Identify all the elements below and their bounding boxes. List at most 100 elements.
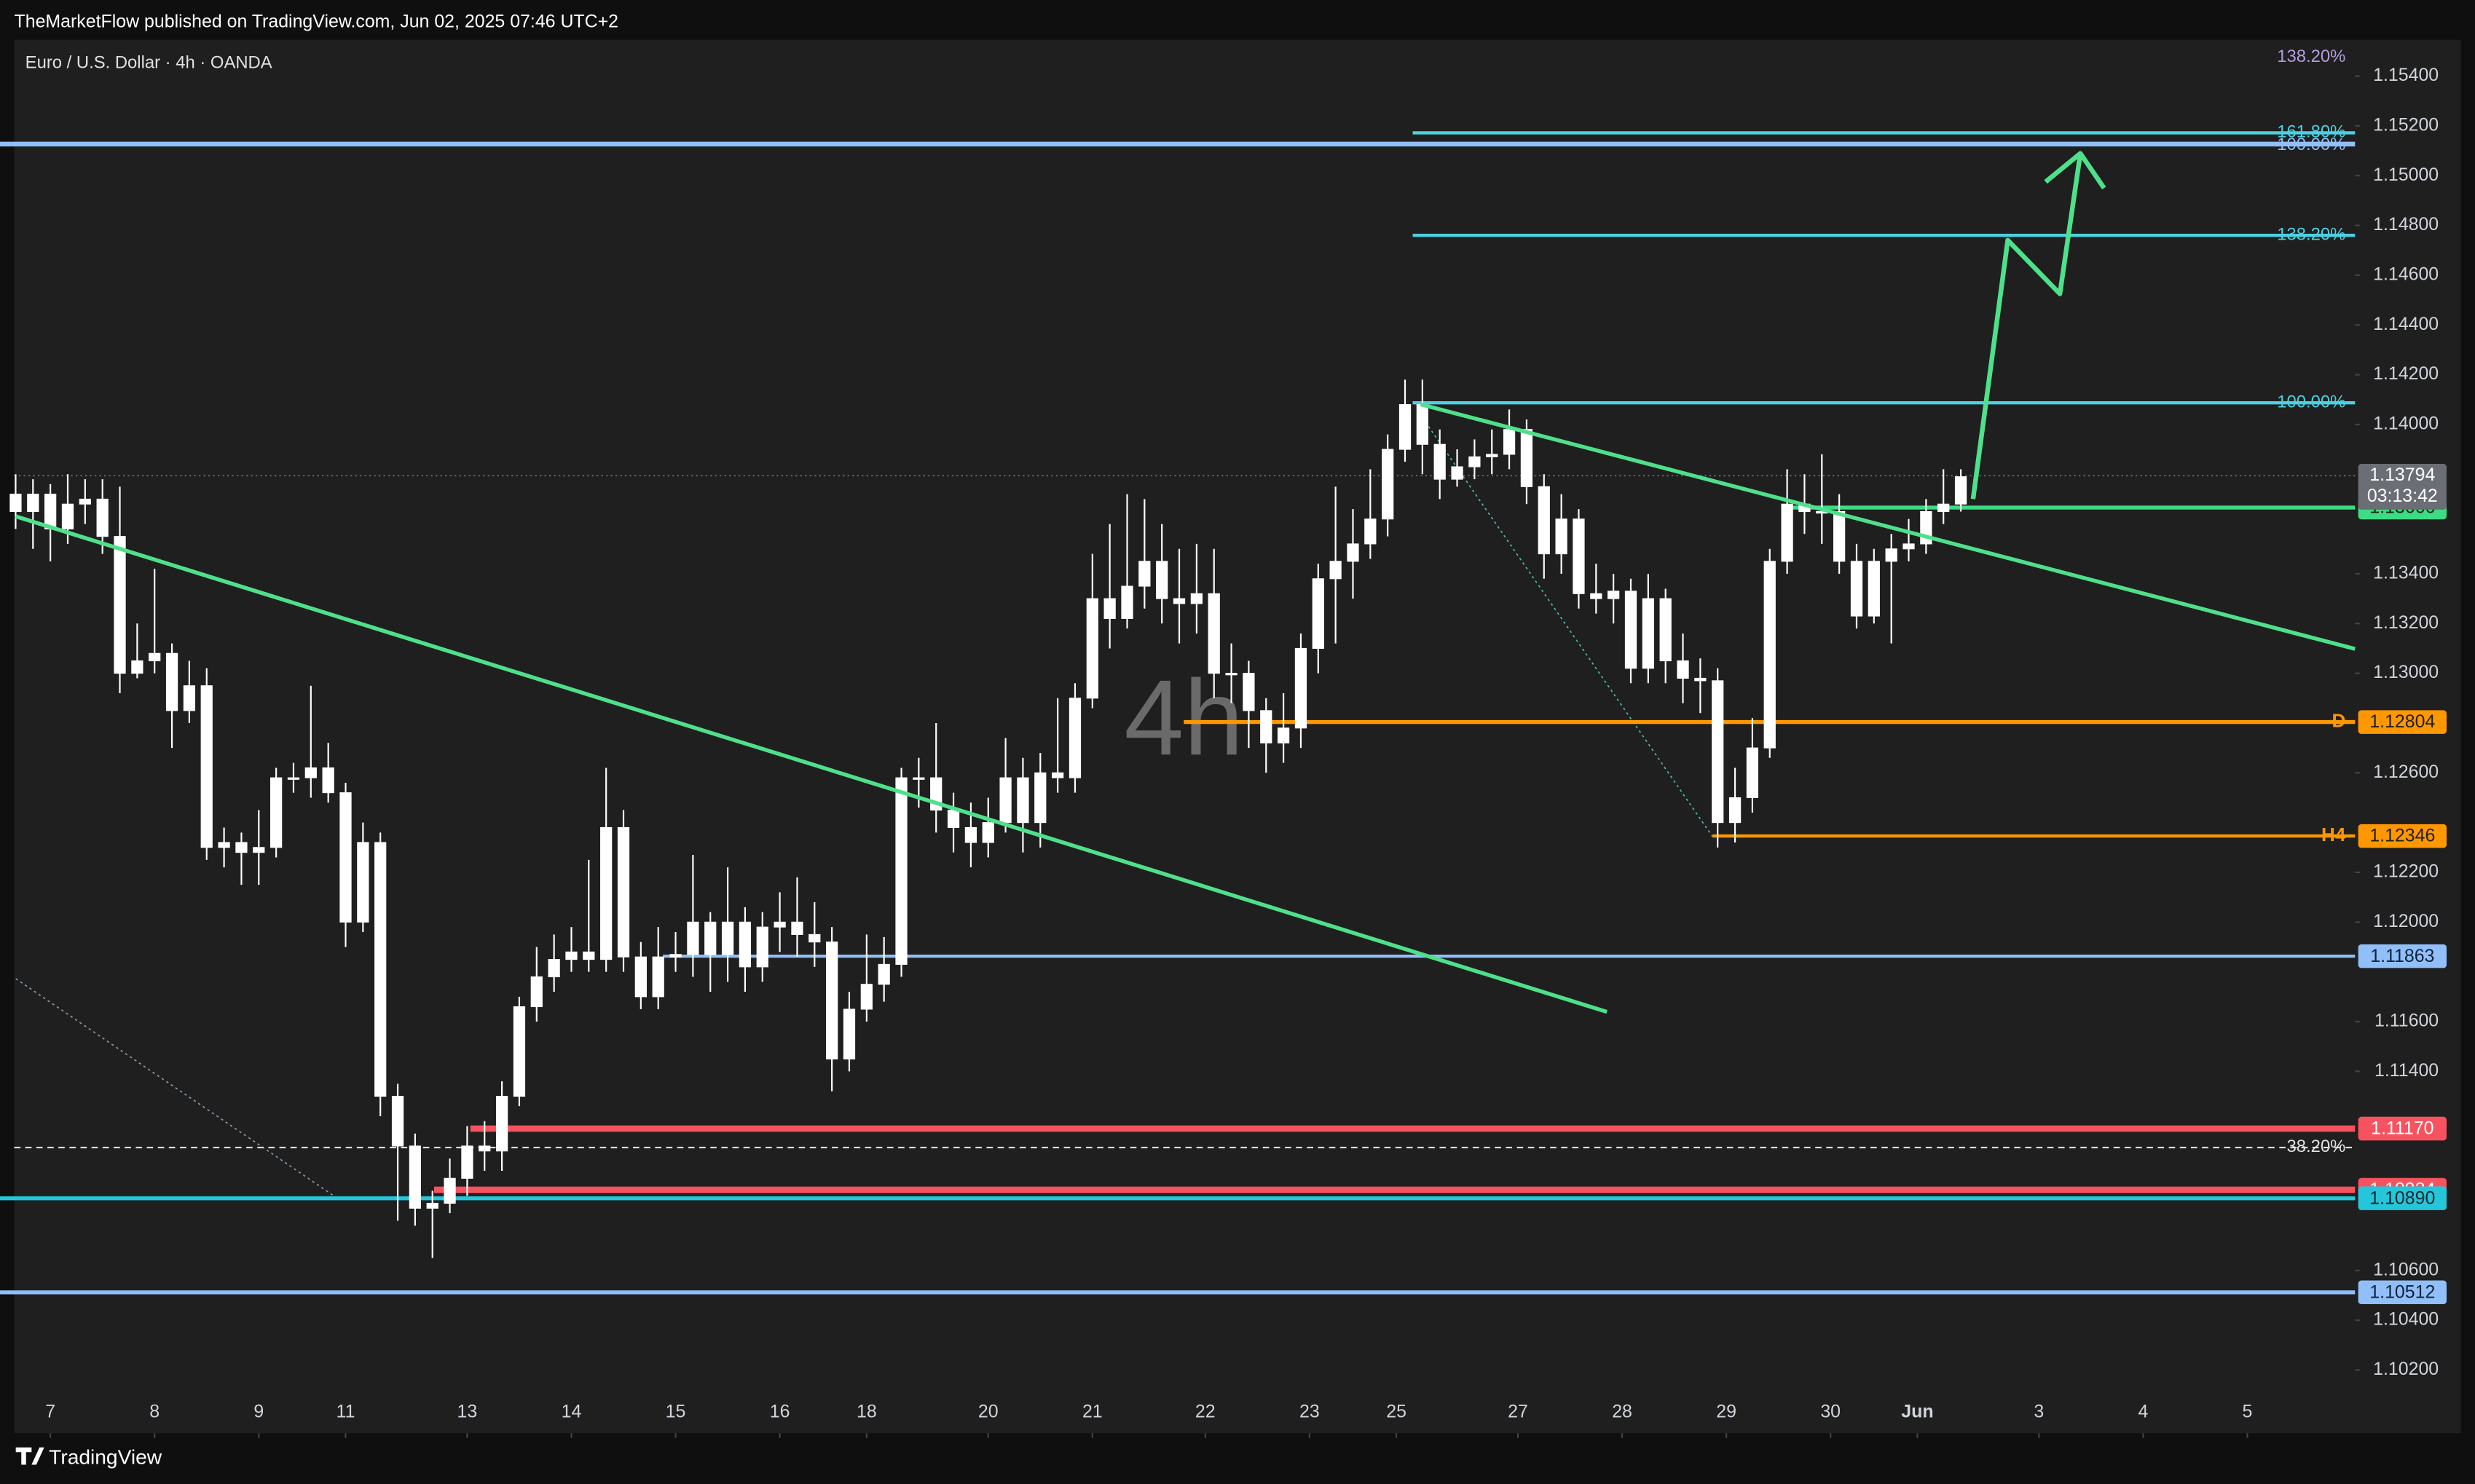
candle-body [1642, 598, 1654, 669]
fib-label: 138.20% [2277, 225, 2345, 245]
candle-body [253, 847, 265, 853]
candle-body [1659, 598, 1672, 662]
y-tick-label: 1.13400 [2373, 563, 2439, 583]
candle-body [1208, 593, 1220, 674]
price-tag [2358, 824, 2447, 848]
candle-body [634, 956, 647, 998]
candle-body [495, 1095, 508, 1152]
candle-body [479, 1145, 491, 1152]
y-tick-label: 1.15200 [2373, 114, 2439, 135]
candle-body [1312, 578, 1324, 649]
x-tick-label: 21 [1082, 1402, 1103, 1422]
candle-body [1954, 476, 1967, 505]
candle-body [826, 942, 838, 1059]
x-tick-label: 20 [978, 1402, 999, 1422]
candle-body [1138, 561, 1151, 587]
x-tick-label: 11 [337, 1402, 355, 1422]
candle-body [878, 963, 890, 985]
candle-body [1051, 772, 1064, 778]
candle-body [1694, 677, 1707, 682]
candle-body [1433, 443, 1446, 480]
y-tick-label: 1.10400 [2373, 1309, 2439, 1330]
candle-body [444, 1177, 456, 1204]
candle-body [999, 777, 1012, 824]
price-tag [2358, 1280, 2447, 1305]
candle-body [200, 685, 213, 848]
candle-body [391, 1095, 404, 1147]
candle-body [1277, 727, 1290, 743]
candle-body [1624, 591, 1637, 669]
candle-body [1608, 591, 1620, 599]
price-tag-label: 1.11170 [2371, 1118, 2433, 1139]
price-tag [2358, 710, 2447, 734]
candle-body [1329, 561, 1342, 580]
candle-body [9, 494, 22, 513]
y-tick-label: 1.10200 [2373, 1359, 2439, 1379]
candle-body [79, 498, 91, 505]
candle-body [1156, 561, 1168, 599]
candle-body [1294, 647, 1307, 729]
y-tick-label: 1.14000 [2373, 413, 2439, 433]
fib-label: 161.80% [2277, 122, 2345, 142]
x-tick-label: 23 [1299, 1402, 1320, 1422]
candle-body [1190, 593, 1203, 604]
candle-body [409, 1145, 422, 1209]
price-tag-label: 1.12346 [2369, 826, 2435, 846]
candle-body [183, 685, 196, 711]
x-tick-label: 28 [1612, 1402, 1632, 1422]
candle-body [374, 842, 387, 1097]
x-tick-label: Jun [1901, 1402, 1933, 1422]
candle-body [1937, 503, 1950, 513]
dotted-trend [15, 978, 340, 1201]
y-tick-label: 1.11600 [2374, 1011, 2439, 1031]
candle-body [652, 956, 664, 998]
y-tick-label: 1.14600 [2373, 264, 2439, 284]
candle-body [1243, 673, 1255, 711]
x-tick-label: 3 [2034, 1402, 2044, 1422]
candle-body [721, 921, 734, 955]
candle-body [513, 1006, 526, 1097]
plot-background [14, 39, 2461, 1434]
candle-body [843, 1009, 856, 1059]
candle-body [1173, 598, 1186, 604]
projection-arrow [1970, 153, 2083, 500]
candle-body [1781, 503, 1793, 562]
candle-body [44, 494, 57, 529]
price-tag-label: 1.10890 [2369, 1188, 2435, 1208]
candle-body [530, 976, 543, 1008]
candle-body [131, 660, 143, 674]
candle-body [1555, 518, 1567, 555]
candle-body [1520, 429, 1533, 487]
y-tick-label: 1.14800 [2373, 214, 2439, 234]
x-tick-label: 4 [2138, 1402, 2148, 1422]
candle-body [1416, 404, 1428, 445]
candle-body [1868, 561, 1880, 617]
candle-body [1364, 518, 1377, 545]
chart-title: Euro / U.S. Dollar · 4h · OANDA [25, 52, 272, 72]
candle-body [165, 652, 178, 711]
x-tick-label: 8 [149, 1402, 160, 1422]
candle-body [1069, 698, 1082, 778]
candle-body [565, 951, 578, 960]
candle-body [1746, 747, 1759, 799]
candle-body [669, 954, 682, 958]
candle-body [1103, 598, 1116, 619]
fib-annotation: 100.00% [2277, 135, 2345, 154]
fib-annotation: 138.20% [2277, 47, 2345, 66]
x-tick-label: 27 [1508, 1402, 1528, 1422]
y-tick-label: 1.15400 [2373, 65, 2439, 85]
watermark: 4h [1124, 658, 1243, 778]
x-tick-label: 5 [2243, 1402, 2253, 1422]
levels: 1.13666D1.12804H41.123461.118631.111701.… [0, 47, 2447, 1305]
level-name: D [2332, 709, 2346, 731]
countdown: 03:13:42 [2367, 486, 2438, 506]
candle-body [1451, 466, 1463, 480]
x-tick-label: 16 [770, 1402, 790, 1422]
candle-body [1763, 561, 1776, 749]
price-axis: 1.15400 1.15200 1.15000 1.14800 1.14600 1.144… [45, 65, 2439, 1438]
candle-body [774, 921, 786, 928]
logo-icon [15, 1447, 44, 1465]
candle-body [1468, 456, 1481, 467]
